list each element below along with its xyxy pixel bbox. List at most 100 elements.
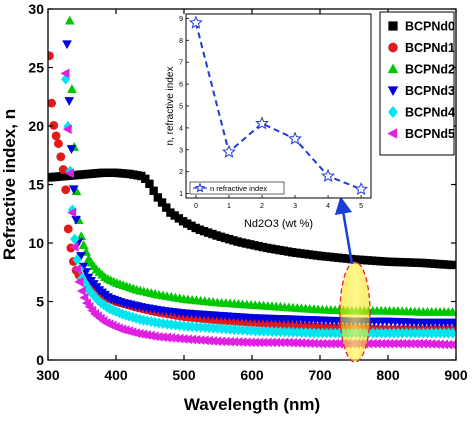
legend-marker [387, 128, 398, 139]
data-point [62, 124, 72, 135]
legend-item-bcpnd0: BCPNd0 [388, 20, 455, 34]
legend-label: BCPNd5 [405, 127, 455, 141]
data-point [67, 207, 77, 218]
data-point [78, 262, 89, 272]
x-tick-label: 900 [444, 367, 468, 383]
series-bcpnd3 [62, 40, 456, 328]
inset-y-tick-label: 7 [179, 60, 183, 67]
inset-y-tick-label: 8 [179, 38, 183, 45]
data-point [64, 15, 75, 25]
inset-data-point [321, 168, 335, 183]
inset-y-axis-label: n, refractive index [165, 67, 176, 146]
inset-data-point [255, 116, 269, 130]
data-point [449, 318, 456, 328]
data-point [439, 260, 448, 269]
data-point [174, 333, 184, 344]
data-point [195, 335, 205, 345]
x-axis-label: Wavelength (nm) [184, 395, 320, 414]
data-point [397, 257, 406, 267]
inset-data-point [188, 15, 203, 29]
legend-label: BCPNd4 [405, 106, 455, 120]
data-point [448, 327, 456, 339]
data-point [435, 259, 444, 269]
y-tick-label: 5 [36, 294, 44, 310]
series-bcpnd0 [48, 168, 456, 270]
inset-legend-box [189, 181, 285, 195]
data-point [130, 328, 140, 338]
data-point [237, 238, 247, 247]
data-point [138, 329, 148, 340]
data-point [51, 131, 61, 141]
data-point [334, 253, 343, 262]
inset-y-tick-label: 2 [179, 169, 183, 176]
inset-x-tick-label: 3 [293, 203, 297, 210]
legend-item-bcpnd1: BCPNd1 [388, 41, 455, 55]
data-point [56, 152, 66, 162]
data-point [267, 244, 276, 253]
data-point [48, 51, 54, 61]
data-point [414, 258, 423, 267]
x-tick-label: 600 [240, 367, 264, 383]
data-point [87, 288, 98, 300]
data-point [372, 256, 381, 266]
data-point [141, 174, 150, 184]
data-point [63, 224, 73, 234]
inset-x-tick-label: 0 [194, 203, 198, 210]
data-point [447, 260, 456, 270]
data-point [48, 98, 56, 108]
legend-marker [387, 86, 399, 97]
data-point [178, 334, 188, 344]
data-point [49, 121, 59, 130]
data-point [157, 198, 167, 207]
data-point [61, 73, 71, 85]
data-point [447, 340, 456, 350]
data-point [69, 242, 79, 252]
inset-x-tick-label: 4 [326, 203, 330, 210]
data-point [68, 185, 79, 195]
data-point [182, 334, 192, 345]
data-point [76, 252, 86, 261]
data-point [61, 185, 71, 195]
data-point [58, 165, 68, 174]
inset-legend-marker [194, 182, 206, 193]
data-point [99, 299, 109, 311]
y-tick-label: 25 [28, 60, 44, 76]
inset-data-point [221, 144, 236, 158]
legend-marker [388, 21, 398, 31]
legend-label: BCPNd3 [405, 84, 455, 98]
y-tick-label: 15 [28, 177, 44, 193]
data-point [351, 255, 360, 264]
legend-label: BCPNd2 [405, 63, 455, 77]
data-point [161, 332, 171, 343]
series-bcpnd4 [61, 73, 456, 339]
data-point [78, 240, 89, 249]
data-point [154, 317, 164, 329]
data-point [199, 335, 209, 346]
data-point [72, 254, 82, 266]
x-tick-label: 300 [36, 367, 60, 383]
data-point [71, 264, 81, 275]
data-point [79, 292, 89, 303]
inset-data-point [354, 181, 369, 196]
data-point [174, 214, 184, 223]
legend-item-bcpnd2: BCPNd2 [387, 63, 455, 77]
data-point [145, 330, 155, 341]
inset-y-tick-label: 9 [179, 16, 183, 23]
inset-x-tick-label: 5 [359, 203, 363, 210]
data-point [74, 277, 84, 287]
inset-y-tick-label: 6 [179, 82, 183, 89]
data-point [70, 233, 80, 245]
data-point [191, 334, 201, 345]
data-point [153, 331, 163, 342]
legend-label: BCPNd0 [405, 20, 455, 34]
legend-item-bcpnd3: BCPNd3 [387, 84, 455, 98]
data-point [71, 215, 81, 225]
data-point [418, 258, 427, 268]
data-point [64, 168, 74, 179]
data-point [330, 253, 339, 262]
inset-data-point [288, 131, 302, 145]
legend-item-bcpnd4: BCPNd4 [387, 106, 455, 120]
legend-marker [387, 63, 399, 74]
data-point [187, 334, 197, 345]
